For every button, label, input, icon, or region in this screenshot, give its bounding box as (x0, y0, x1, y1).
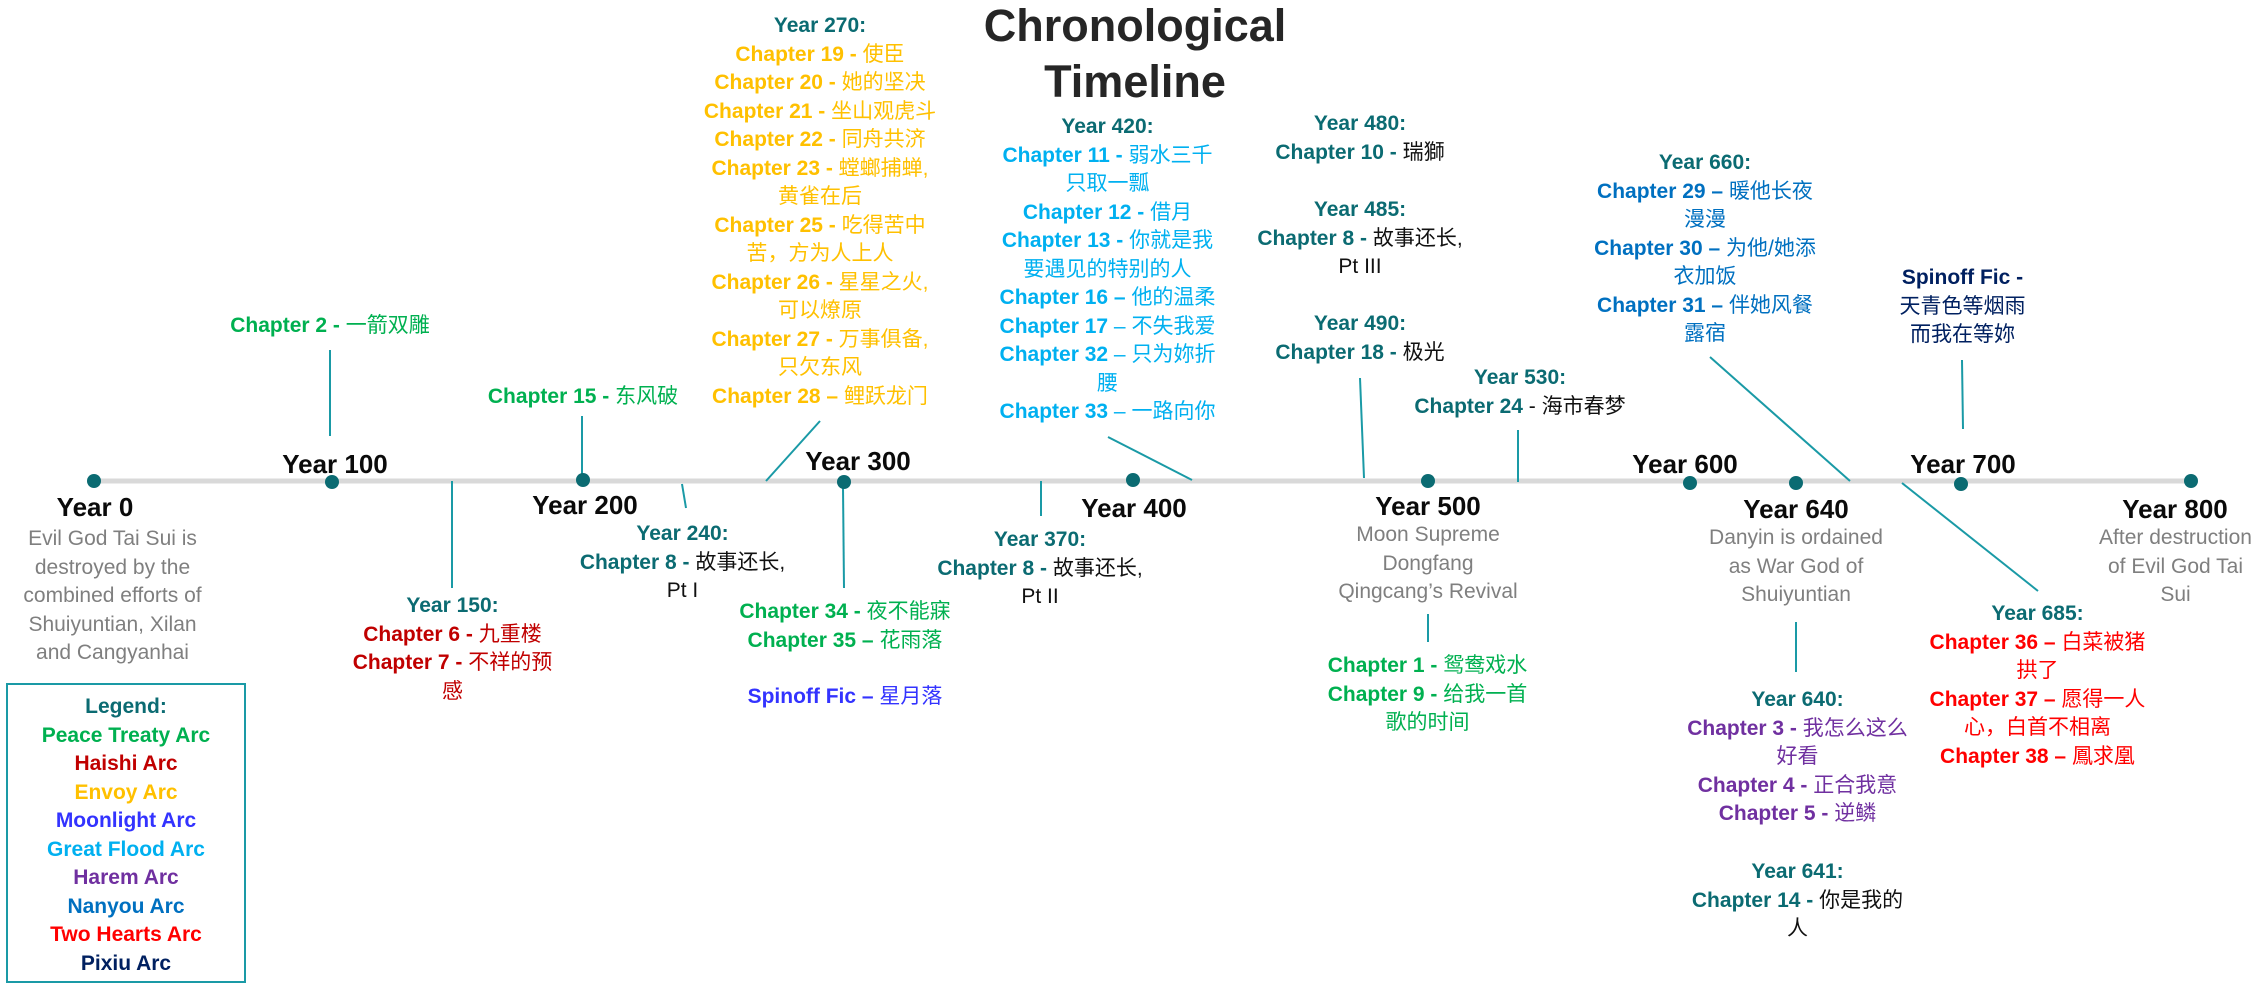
milestone-dot-year-500 (1421, 474, 1435, 488)
event-year-641: Year 641: Chapter 14 - 你是我的 人 (1691, 860, 1904, 940)
event-year-660: Year 660: Chapter 29 – 暖他长夜 漫漫 Chapter 3… (1594, 151, 1816, 345)
legend-item-peace-treaty: Peace Treaty Arc (41, 723, 211, 747)
milestone-dot-year-300 (837, 475, 851, 489)
milestone-year-700: Year 700 (1910, 449, 2016, 479)
milestone-dot-year-800 (2184, 474, 2198, 488)
legend-item-haishi: Haishi Arc (74, 752, 178, 775)
milestone-dot-year-100 (325, 475, 339, 489)
milestone-dot-year-200 (576, 473, 590, 487)
event-year-640: Year 640: Chapter 3 - 我怎么这么 好看 Chapter 4… (1687, 688, 1908, 825)
legend: Legend: Peace Treaty Arc Haishi Arc Envo… (6, 683, 246, 983)
connector-year490 (1359, 377, 1365, 479)
event-year-490: Year 490: Chapter 18 - 极光 (1275, 312, 1445, 364)
legend-item-two-hearts: Two Hearts Arc (50, 923, 202, 946)
title-line-2: Timeline (1044, 56, 1226, 107)
event-year-485: Year 485: Chapter 8 - 故事还长, Pt III (1257, 198, 1463, 278)
legend-item-harem: Harem Arc (73, 866, 179, 889)
milestone-year-600: Year 600 (1632, 449, 1738, 479)
event-year-150: Year 150: Chapter 6 - 九重楼 Chapter 7 - 不祥… (352, 594, 553, 703)
milestone-year-0: Year 0 (56, 492, 134, 522)
connector-year660 (1709, 356, 1851, 482)
milestone-desc-year-800: After destruction of Evil God Tai Sui (2099, 526, 2252, 606)
milestone-dot-year-640 (1789, 476, 1803, 490)
legend-item-great-flood: Great Flood Arc (47, 837, 205, 861)
spinoff-fic-pixiu: Spinoff Fic - (1901, 266, 2024, 289)
event-year-685: Year 685: Chapter 36 – 白菜被猪 拱了 Chapter 3… (1929, 602, 2146, 768)
event-chapter-2: Chapter 2 - 一箭双雕 (230, 314, 430, 337)
event-year-480: Year 480: Chapter 10 - 瑞獅 (1275, 112, 1445, 164)
milestone-year-100: Year 100 (282, 449, 388, 479)
event-pixiu-spinoff: Spinoff Fic - 天青色等烟雨 而我在等妳 (1880, 264, 2045, 350)
spinoff-fic-moonlight: Spinoff Fic – (747, 685, 880, 708)
event-year-270: Year 270: Chapter 19 - 使臣 Chapter 20 - 她… (703, 14, 937, 408)
milestone-year-400: Year 400 (1081, 493, 1187, 523)
legend-item-envoy: Envoy Arc (74, 780, 178, 804)
legend-item-nanyou: Nanyou Arc (67, 894, 185, 918)
event-year-300-below: Chapter 34 - 夜不能寐 Chapter 35 – 花雨落 Spino… (739, 600, 951, 708)
legend-title: Legend: (85, 695, 167, 718)
event-year-420: Year 420: Chapter 11 - 弱水三千 只取一瓢 Chapter… (999, 115, 1216, 423)
connector-pixiu (1961, 359, 1964, 430)
milestone-year-500: Year 500 (1375, 491, 1481, 521)
milestone-desc-year-640: Danyin is ordained as War God of Shuiyun… (1709, 526, 1883, 606)
event-chapter-15: Chapter 15 - 东风破 (487, 385, 679, 408)
milestone-desc-year-0: Evil God Tai Sui is destroyed by the com… (23, 527, 202, 664)
connector-year270 (765, 420, 821, 482)
legend-item-moonlight: Moonlight Arc (55, 809, 197, 832)
connector-year300-below (842, 486, 845, 589)
connector-year240 (681, 483, 687, 509)
event-year-530: Year 530: Chapter 24 - 海市春梦 (1414, 366, 1626, 418)
milestone-year-640: Year 640 (1743, 494, 1849, 524)
event-year-370: Year 370: Chapter 8 - 故事还长, Pt II (937, 528, 1143, 608)
milestone-year-200: Year 200 (532, 490, 638, 520)
event-year-240: Year 240: Chapter 8 - 故事还长, Pt I (579, 522, 786, 602)
legend-item-pixiu: Pixiu Arc (80, 951, 172, 975)
event-year-500-below: Chapter 1 - 鸳鸯戏水 Chapter 9 - 给我一首 歌的时间 (1327, 654, 1528, 734)
milestone-desc-year-500: Moon Supreme Dongfang Qingcang’s Revival (1338, 523, 1518, 603)
milestone-year-300: Year 300 (805, 446, 911, 476)
milestone-dot-year-600 (1683, 476, 1697, 490)
title-line-1: Chronological (983, 0, 1287, 51)
connector-year685 (1901, 482, 2039, 592)
milestone-dot-year-0 (87, 474, 101, 488)
milestone-dot-year-700 (1954, 477, 1968, 491)
connector-year420 (1107, 436, 1193, 481)
page-title: Chronological Timeline (930, 0, 1340, 110)
milestone-dot-year-400 (1126, 473, 1140, 487)
milestone-year-800: Year 800 (2122, 494, 2228, 524)
